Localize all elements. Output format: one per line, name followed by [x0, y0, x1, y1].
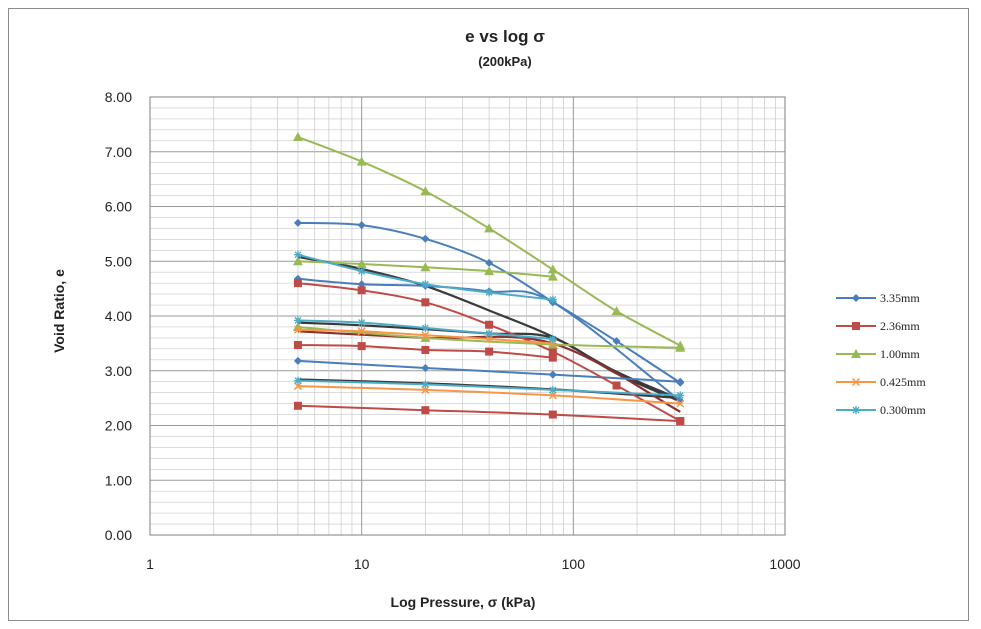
- data-point: [293, 341, 302, 350]
- series-line: [297, 404, 681, 423]
- y-tick-label: 5.00: [105, 253, 132, 269]
- series-line: [297, 326, 681, 349]
- data-point: [548, 334, 557, 343]
- data-point: [548, 353, 557, 362]
- y-axis-label: Void Ratio, e: [51, 269, 67, 353]
- data-point: [420, 262, 431, 272]
- data-point: [485, 258, 494, 267]
- plot-area-border: [149, 96, 786, 536]
- data-point: [356, 156, 367, 166]
- data-point: [548, 385, 557, 394]
- data-point: [485, 288, 494, 297]
- data-point: [421, 234, 430, 243]
- data-point: [293, 401, 302, 410]
- legend-label: 0.300mm: [880, 403, 926, 417]
- y-tick-label: 7.00: [105, 144, 132, 160]
- series-layer: [292, 131, 686, 426]
- y-tick-label: 4.00: [105, 308, 132, 324]
- series-line: [297, 379, 681, 397]
- data-point: [357, 280, 366, 289]
- data-point: [485, 347, 494, 356]
- y-tick-label: 0.00: [105, 527, 132, 543]
- data-point: [484, 266, 495, 276]
- data-point: [356, 258, 367, 268]
- data-point: [421, 331, 430, 340]
- data-point: [485, 320, 494, 329]
- data-point: [357, 342, 366, 351]
- x-tick-label: 100: [562, 556, 586, 572]
- data-point: [611, 306, 622, 316]
- data-point: [357, 327, 366, 336]
- data-point: [676, 417, 685, 426]
- data-point: [357, 286, 366, 295]
- data-point: [292, 321, 303, 331]
- y-tick-label: 2.00: [105, 418, 132, 434]
- x-tick-label: 1000: [769, 556, 800, 572]
- y-tick-label: 1.00: [105, 472, 132, 488]
- data-point: [852, 322, 860, 330]
- data-point: [548, 295, 557, 304]
- data-point: [421, 406, 430, 415]
- data-point: [675, 342, 686, 352]
- data-point: [547, 271, 558, 281]
- data-point: [548, 410, 557, 419]
- data-point: [851, 377, 861, 387]
- data-point: [484, 223, 495, 233]
- data-point: [293, 279, 302, 288]
- legend-label: 0.425mm: [880, 375, 926, 389]
- data-point: [293, 376, 302, 385]
- legend-label: 1.00mm: [880, 347, 920, 361]
- data-point: [485, 329, 494, 338]
- x-tick-label: 10: [354, 556, 370, 572]
- data-point: [293, 356, 302, 365]
- legend: 3.35mm 2.36mm 1.00mm 0.425mm 0.300mm: [836, 291, 926, 417]
- data-point: [357, 318, 366, 327]
- data-point: [293, 218, 302, 227]
- data-point: [357, 267, 366, 276]
- data-point: [676, 391, 685, 400]
- data-point: [420, 332, 431, 342]
- data-point: [612, 381, 621, 390]
- data-point: [676, 399, 685, 408]
- data-point: [292, 131, 303, 141]
- chart-frame: [8, 8, 969, 621]
- data-point: [421, 345, 430, 354]
- tick-labels: 0.00 1.00 2.00 3.00 4.00 5.00 6.00 7.00 8.00 1 10 1…: [105, 89, 801, 572]
- data-point: [421, 298, 430, 307]
- y-tick-label: 8.00: [105, 89, 132, 105]
- series-line: [297, 359, 681, 383]
- y-tick-label: 3.00: [105, 363, 132, 379]
- y-tick-label: 6.00: [105, 199, 132, 215]
- data-point: [293, 316, 302, 325]
- data-point: [852, 294, 860, 302]
- data-point: [421, 280, 430, 289]
- data-point: [851, 349, 861, 358]
- data-point: [292, 256, 303, 266]
- data-point: [852, 406, 860, 414]
- chart-title: e vs log σ: [465, 27, 545, 46]
- data-point: [548, 347, 557, 356]
- data-point: [421, 380, 430, 389]
- data-point: [421, 324, 430, 333]
- data-point: [547, 264, 558, 274]
- data-point: [420, 186, 431, 196]
- legend-label: 2.36mm: [880, 319, 920, 333]
- unlabeled-series-line: [297, 330, 681, 413]
- data-point: [612, 337, 621, 346]
- unlabeled-series-line: [297, 378, 681, 400]
- data-point: [421, 364, 430, 373]
- x-axis-label: Log Pressure, σ (kPa): [391, 594, 536, 610]
- x-tick-label: 1: [146, 556, 154, 572]
- data-point: [676, 377, 685, 386]
- data-point: [293, 250, 302, 259]
- series-line: [297, 385, 681, 405]
- data-point: [293, 325, 302, 334]
- data-point: [357, 221, 366, 230]
- legend-label: 3.35mm: [880, 291, 920, 305]
- chart-subtitle: (200kPa): [478, 54, 531, 69]
- data-point: [548, 370, 557, 379]
